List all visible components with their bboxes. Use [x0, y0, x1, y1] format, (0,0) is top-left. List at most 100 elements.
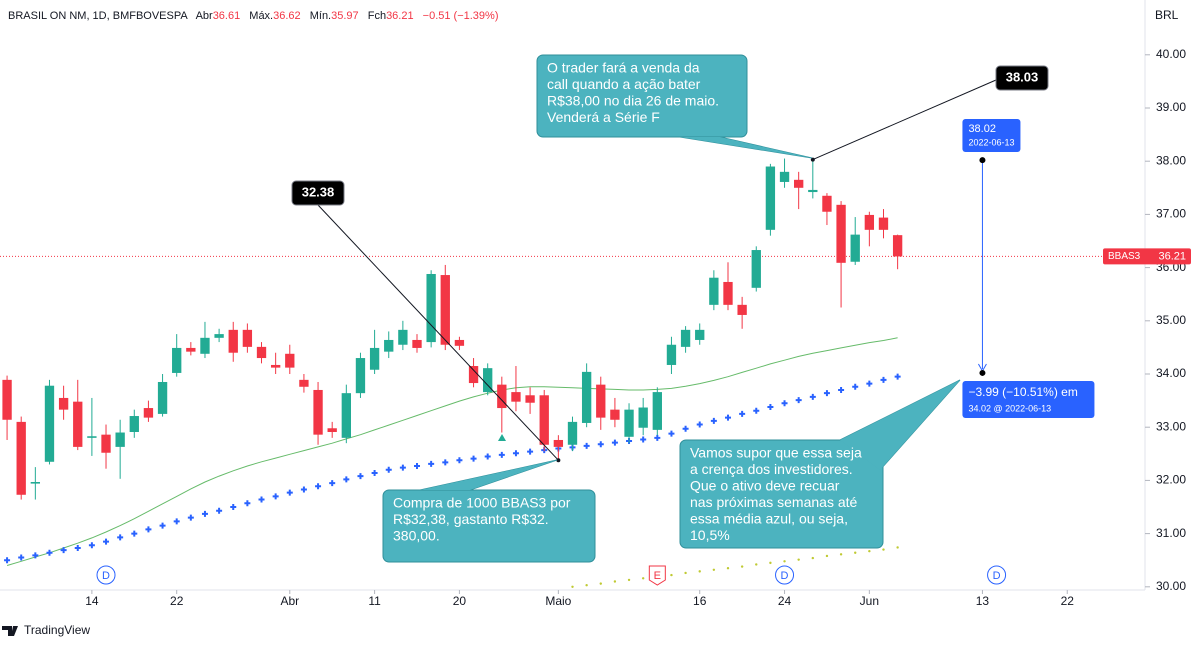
callout-text: Compra de 1000 BBAS3 por	[393, 495, 571, 511]
event-badge	[648, 565, 666, 586]
ohlc-value: 36.61	[213, 10, 241, 22]
candle-body	[808, 189, 818, 193]
plot-area	[0, 158, 1145, 589]
x-tick-label: 22	[170, 594, 184, 608]
candle-body	[822, 195, 832, 212]
measure-end	[979, 369, 986, 376]
measure-bottom-box	[962, 381, 1095, 418]
dot-marker	[882, 548, 885, 551]
y-tick-label: 39.00	[1156, 100, 1186, 114]
cross-marker	[498, 451, 505, 458]
cross-marker	[131, 530, 138, 537]
candle-body	[864, 214, 875, 230]
callout-text: 10,5%	[690, 527, 730, 543]
x-tick-label: Abr	[280, 594, 299, 608]
cross-marker	[329, 480, 336, 487]
candle-body	[2, 379, 12, 420]
dot-marker	[670, 573, 673, 577]
y-tick-label: 40.00	[1156, 47, 1186, 61]
candle-body	[695, 329, 705, 340]
measure-top-box	[962, 119, 1021, 152]
cross-marker	[173, 518, 180, 525]
cross-marker	[399, 464, 406, 471]
cross-marker	[795, 397, 802, 404]
candle-body	[299, 379, 309, 387]
candle-body	[256, 346, 267, 359]
y-tick-label: 31.00	[1156, 526, 1186, 540]
candle-body	[666, 344, 677, 365]
candle-body	[581, 371, 592, 423]
candle-body	[44, 385, 55, 462]
cross-marker	[187, 514, 194, 521]
candle-body	[836, 204, 846, 263]
candle-body	[327, 428, 337, 432]
dot-marker	[641, 577, 645, 580]
measure-to-detail: 34.02 @ 2022-06-13	[968, 403, 1051, 413]
cross-marker	[838, 386, 845, 393]
callout-pointer-join	[840, 380, 960, 470]
x-tick-label: 20	[453, 594, 467, 608]
ohlc-label: Fch	[368, 10, 386, 22]
callout-text: a crença dos investidores.	[690, 461, 853, 477]
candle-body	[16, 421, 26, 495]
dot-marker	[755, 563, 758, 566]
cross-marker	[611, 439, 618, 446]
cross-marker	[428, 460, 435, 467]
note-box	[291, 180, 345, 206]
callout-text: Venderá a Série F	[547, 109, 660, 125]
cross-marker	[159, 522, 166, 529]
cross-marker	[414, 463, 421, 470]
event-label: D	[781, 570, 789, 582]
event-badge	[775, 565, 795, 585]
x-tick-label: Jun	[860, 594, 879, 608]
cross-marker	[866, 380, 873, 387]
candle-body	[596, 384, 606, 418]
candle-body	[468, 366, 479, 384]
dot-marker	[769, 561, 772, 565]
callout-text: Vamos supor que essa seja	[690, 445, 862, 461]
cross-marker	[484, 453, 491, 460]
callout-box	[536, 54, 748, 138]
candle-body	[751, 250, 761, 288]
ohlc-value: 36.21	[386, 10, 414, 22]
candle-body	[652, 392, 662, 430]
candle-body	[101, 434, 111, 453]
note-box	[995, 65, 1049, 91]
candle-body	[398, 329, 408, 345]
candle-body	[115, 432, 125, 447]
logo-icon	[2, 626, 18, 636]
cross-marker	[74, 544, 81, 551]
cross-marker	[343, 476, 350, 483]
callout-text: O trader fará a venda da	[547, 60, 700, 76]
cross-marker	[710, 417, 717, 424]
y-tick-label: 33.00	[1156, 419, 1186, 433]
ohlc-label: Máx.	[249, 10, 273, 22]
candle-body	[539, 395, 549, 445]
candle-body	[794, 179, 804, 188]
cross-marker	[60, 547, 67, 554]
candle-body	[440, 275, 450, 345]
cross-marker	[117, 534, 124, 541]
cross-marker	[668, 430, 675, 437]
currency-label: BRL	[1155, 8, 1179, 22]
cross-marker	[894, 373, 901, 380]
price-tag-value: 36.21	[1158, 250, 1186, 262]
moving-average	[6, 337, 898, 566]
signal-marker	[498, 434, 506, 441]
event-label: D	[993, 570, 1001, 582]
candle-body	[369, 347, 380, 370]
cross-marker	[470, 455, 477, 462]
candle-body	[242, 329, 253, 347]
price-tag	[1103, 248, 1191, 265]
dot-marker	[684, 571, 687, 575]
cross-marker	[583, 442, 590, 449]
cross-marker	[739, 410, 746, 417]
cross-marker	[767, 403, 774, 410]
dot-marker	[896, 546, 899, 549]
dot-marker	[740, 565, 744, 568]
callout-text: 380,00.	[393, 528, 440, 544]
candle-body	[511, 392, 521, 402]
cross-marker	[456, 457, 463, 464]
x-tick-label: Maio	[545, 594, 571, 608]
